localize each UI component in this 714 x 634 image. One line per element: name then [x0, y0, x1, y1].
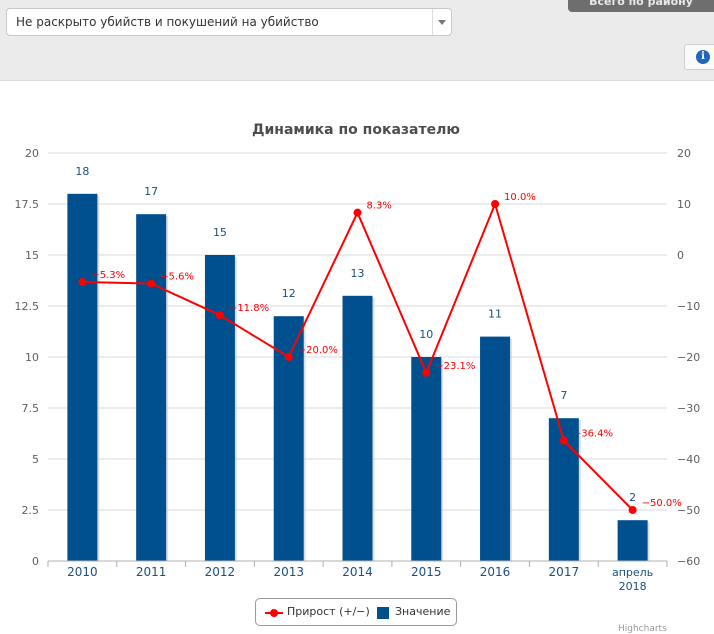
chart-credit: Highcharts: [618, 624, 667, 634]
x-tick-label: 2013: [273, 565, 304, 579]
y-left-tick-label: 15: [25, 249, 39, 262]
bar: [204, 255, 235, 561]
bars: 18 17 15 12 13 10 11 7 2: [67, 165, 650, 562]
growth-point: [422, 368, 431, 377]
x-tick-label: 2014: [342, 565, 373, 579]
growth-point: [559, 436, 568, 445]
bar-value-label: 12: [282, 287, 296, 300]
y-right-tick-label: −10: [677, 300, 700, 313]
y-right-tick-label: 0: [677, 249, 684, 262]
y-right-tick-label: −50: [677, 504, 700, 517]
y-left-tick-label: 10: [25, 351, 39, 364]
legend-bar-swatch[interactable]: [377, 607, 389, 619]
y-left-tick-label: 20: [25, 147, 39, 160]
growth-point: [215, 311, 224, 320]
x-tick-label: 2016: [480, 565, 511, 579]
legend-item-growth[interactable]: Прирост (+/−): [287, 605, 370, 618]
bar-value-label: 10: [419, 328, 433, 341]
filter-panel: Не раскрыто убийств и покушений на убийс…: [0, 0, 714, 81]
bar-value-label: 13: [351, 267, 365, 280]
legend-item-value[interactable]: Значение: [395, 605, 451, 618]
bar: [617, 520, 648, 561]
y-left-tick-label: 7.5: [22, 402, 40, 415]
x-tick-label: 2015: [411, 565, 442, 579]
bar: [342, 295, 373, 561]
x-tick-label: 2018: [619, 580, 647, 593]
y-left-tick-label: 5: [32, 453, 39, 466]
bar: [136, 214, 167, 561]
y-right-tick-label: 20: [677, 147, 691, 160]
growth-point-label: −5.6%: [160, 272, 194, 283]
growth-point-label: −5.3%: [91, 270, 125, 281]
y-right-tick-label: −60: [677, 555, 700, 568]
bar: [411, 357, 442, 561]
bar-value-label: 7: [560, 389, 567, 402]
info-button[interactable]: i: [684, 44, 714, 70]
axes: 02.557.51012.51517.520−60−50−40−30−20−10…: [15, 147, 701, 593]
y-left-tick-label: 0: [32, 555, 39, 568]
growth-point: [491, 200, 500, 208]
bar: [67, 193, 98, 562]
growth-point: [353, 208, 362, 217]
bar: [480, 336, 511, 561]
y-left-tick-label: 17.5: [15, 198, 40, 211]
growth-point-label: 10.0%: [504, 192, 536, 203]
chart-title: Динамика по показателю: [252, 122, 460, 138]
growth-point-label: 8.3%: [367, 201, 392, 212]
chevron-down-icon[interactable]: [432, 9, 451, 35]
y-right-tick-label: −40: [677, 453, 700, 466]
growth-point-label: −36.4%: [573, 429, 613, 440]
legend: Прирост (+/−) Значение: [255, 598, 457, 626]
y-right-tick-label: −30: [677, 402, 700, 415]
growth-point: [147, 279, 156, 288]
growth-point-label: −20.0%: [298, 345, 338, 356]
legend-line-swatch[interactable]: [265, 609, 283, 617]
growth-line: −5.3% −5.6% −11.8% −20.0% 8.3% −23.1% 10.0% −36…: [78, 192, 682, 514]
bar-value-label: 15: [213, 226, 227, 239]
y-left-tick-label: 2.5: [22, 504, 40, 517]
bar-value-label: 2: [629, 491, 636, 504]
info-icon: i: [696, 50, 710, 64]
x-tick-label: 2010: [67, 565, 98, 579]
indicator-select[interactable]: Не раскрыто убийств и покушений на убийс…: [6, 8, 452, 36]
y-left-tick-label: 12.5: [15, 300, 40, 313]
tab-all-district[interactable]: Всего по району: [568, 0, 714, 12]
growth-point: [284, 353, 293, 361]
growth-point: [78, 278, 87, 287]
bar-value-label: 17: [144, 185, 158, 198]
indicator-select-value: Не раскрыто убийств и покушений на убийс…: [16, 15, 319, 29]
y-right-tick-label: −20: [677, 351, 700, 364]
growth-point-label: −11.8%: [229, 303, 269, 314]
bar-value-label: 18: [75, 165, 89, 178]
growth-point: [628, 506, 637, 514]
y-right-tick-label: 10: [677, 198, 691, 211]
bar-value-label: 11: [488, 308, 502, 321]
x-tick-label: 2012: [205, 565, 236, 579]
growth-point-label: −50.0%: [642, 498, 682, 509]
x-tick-label: апрель: [612, 566, 653, 579]
x-tick-label: 2011: [136, 565, 167, 579]
growth-point-label: −23.1%: [435, 361, 475, 372]
x-tick-label: 2017: [549, 565, 580, 579]
